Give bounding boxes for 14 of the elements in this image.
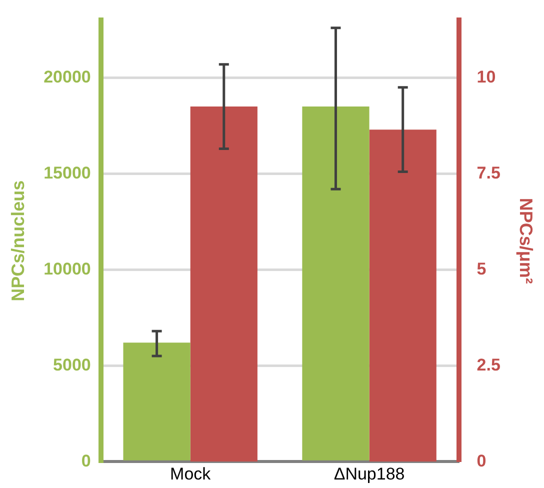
y2-tick-label: 7.5 — [476, 163, 500, 182]
y-tick-label: 0 — [81, 451, 91, 470]
y2-axis-title: NPCs/μm² — [516, 198, 536, 284]
x-tick-label: Mock — [170, 464, 212, 484]
x-tick-label: ΔNup188 — [334, 464, 405, 484]
y-axis-title: NPCs/nucleus — [8, 180, 28, 302]
y2-tick-label: 2.5 — [476, 355, 500, 374]
y2-tick-label: 10 — [476, 67, 496, 86]
y2-tick-label: 0 — [476, 451, 486, 470]
y-tick-label: 15000 — [44, 163, 91, 182]
y-tick-label: 20000 — [44, 67, 91, 86]
y2-tick-label: 5 — [476, 259, 486, 278]
y-tick-label: 5000 — [53, 355, 91, 374]
y-tick-label: 10000 — [44, 259, 91, 278]
